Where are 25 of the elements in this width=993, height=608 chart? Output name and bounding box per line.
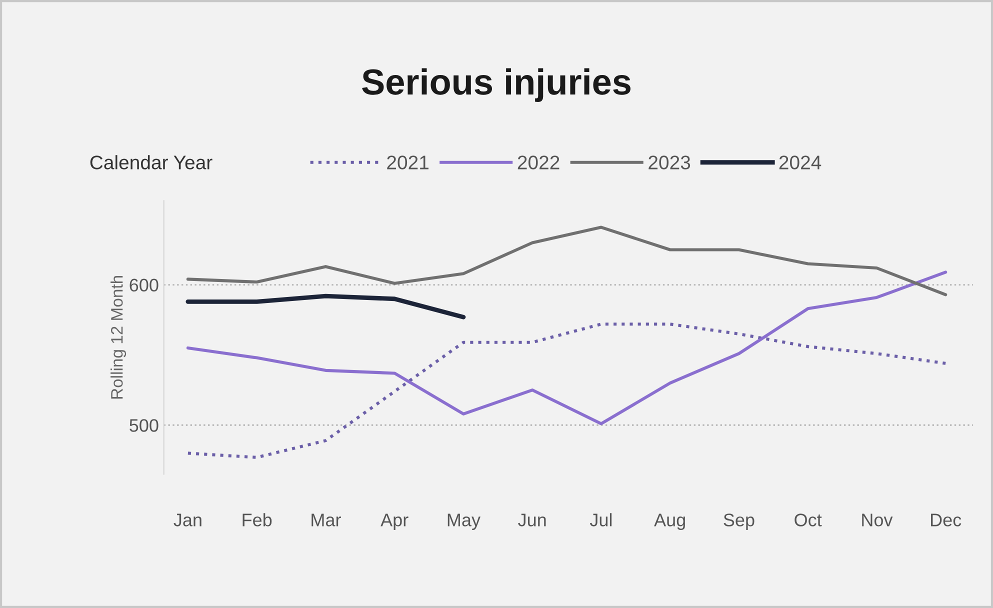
chart-title: Serious injuries — [362, 68, 630, 102]
y-tick-label: 500 — [130, 419, 158, 432]
x-tick-label: Nov — [862, 514, 893, 526]
x-tick-label: Mar — [312, 514, 341, 526]
y-tick-label: 600 — [130, 278, 158, 292]
legend-label: 2021 — [387, 156, 428, 170]
x-tick-label: Sep — [724, 514, 754, 530]
x-tick-label: Apr — [380, 514, 408, 530]
legend-title: Calendar Year — [90, 155, 212, 170]
line-series — [186, 322, 948, 459]
x-tick-label: May — [448, 514, 480, 530]
x-tick-label: Jul — [590, 513, 612, 526]
legend-label: 2022 — [518, 156, 560, 170]
x-tick-label: Aug — [654, 514, 685, 530]
x-tick-label: Dec — [931, 514, 962, 526]
x-tick-label: Jun — [518, 514, 546, 526]
line-series — [186, 226, 948, 296]
line-series — [186, 270, 948, 426]
x-tick-label: Oct — [794, 514, 822, 526]
legend-label: 2023 — [648, 156, 690, 170]
line-series — [186, 294, 466, 320]
x-tick-label: Jan — [174, 514, 202, 526]
legend-label: 2024 — [779, 156, 822, 170]
x-tick-label: Feb — [242, 513, 272, 526]
y-axis-title: Rolling 12 Month — [110, 276, 126, 399]
